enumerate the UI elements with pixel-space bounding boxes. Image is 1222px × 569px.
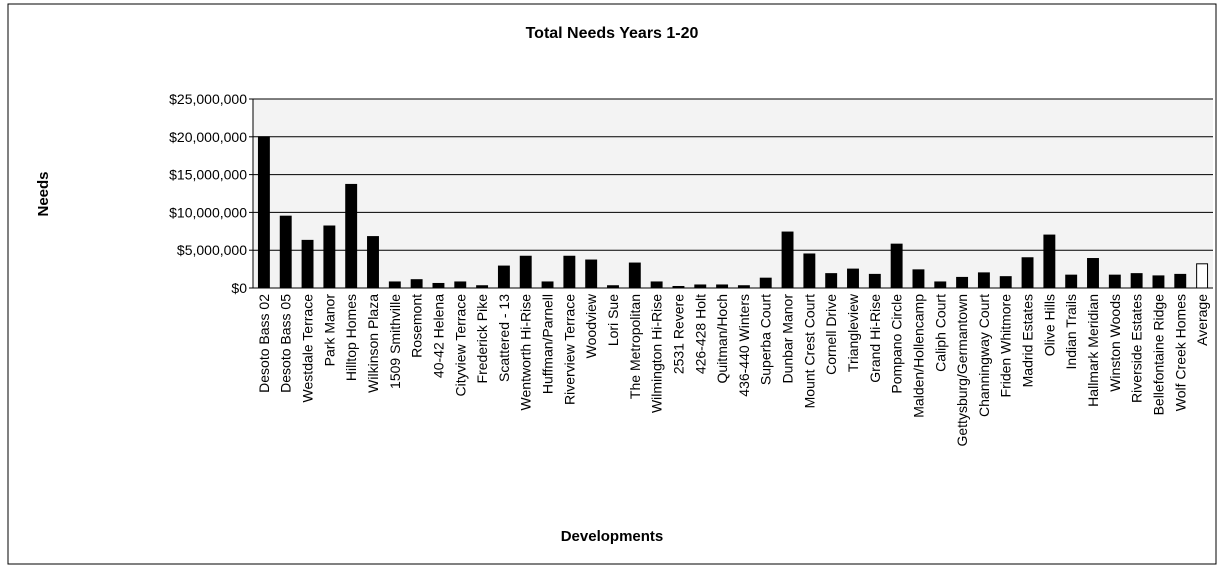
x-tick-label: Desoto Bass 02 xyxy=(256,294,272,393)
bar xyxy=(476,285,489,289)
x-tick-label: Wilmington Hi-Rise xyxy=(649,294,665,413)
x-tick-label: Wolf Creek Homes xyxy=(1172,294,1188,411)
bar xyxy=(410,279,423,289)
x-tick-label: Woodview xyxy=(583,293,599,358)
bar xyxy=(1065,274,1078,289)
bar xyxy=(1108,274,1121,289)
y-tick-label: $15,000,000 xyxy=(169,167,247,183)
x-tick-label: 1509 Smithville xyxy=(387,294,403,389)
y-tick-label: $20,000,000 xyxy=(169,129,247,145)
bar xyxy=(519,255,532,289)
x-tick-label: Bellefontaine Ridge xyxy=(1150,294,1166,416)
y-tick-label: $10,000,000 xyxy=(169,204,247,220)
bar xyxy=(563,255,576,289)
bar xyxy=(388,281,401,289)
bar xyxy=(890,243,903,289)
x-tick-label: Grand Hi-Rise xyxy=(867,294,883,383)
y-tick-label: $5,000,000 xyxy=(177,242,247,258)
bar xyxy=(628,262,641,289)
x-tick-label: Superba Court xyxy=(758,294,774,385)
x-tick-label: Cornell Drive xyxy=(823,294,839,375)
bar xyxy=(1021,257,1034,289)
x-tick-label: Madrid Estates xyxy=(1020,294,1036,387)
bar xyxy=(650,281,663,289)
bar xyxy=(977,272,990,289)
bar xyxy=(847,268,859,289)
bar xyxy=(541,281,554,289)
plot-area xyxy=(253,99,1213,288)
bar xyxy=(956,276,969,289)
bar xyxy=(781,231,794,289)
bar xyxy=(999,276,1012,289)
x-tick-label: Dunbar Manor xyxy=(780,294,796,384)
x-tick-label: Triangleview xyxy=(845,293,861,372)
x-tick-label: Channingway Court xyxy=(976,294,992,417)
x-tick-label: Park Manor xyxy=(321,294,337,367)
bar xyxy=(257,136,270,289)
bar xyxy=(759,277,772,289)
bar xyxy=(716,284,729,289)
bar xyxy=(803,253,816,289)
bar xyxy=(1174,273,1187,289)
x-tick-label: Scattered - 13 xyxy=(496,294,512,382)
bar xyxy=(279,215,292,289)
bar xyxy=(1043,234,1056,289)
x-tick-label: Wentworth Hi-Rise xyxy=(518,294,534,411)
x-tick-label: Olive Hills xyxy=(1041,294,1057,356)
x-tick-label: Caliph Court xyxy=(932,294,948,372)
bar xyxy=(585,259,598,289)
x-tick-label: Riverside Estates xyxy=(1129,294,1145,403)
x-tick-label: Westdale Terrace xyxy=(300,294,316,403)
x-tick-label: 40-42 Helena xyxy=(430,294,446,378)
bar xyxy=(607,285,619,289)
bar xyxy=(737,285,750,289)
bar xyxy=(432,282,445,289)
x-tick-label: Rosemont xyxy=(409,294,425,358)
bar xyxy=(912,269,925,289)
bar xyxy=(694,284,707,289)
y-tick-label: $25,000,000 xyxy=(169,91,247,107)
bar xyxy=(1130,273,1143,289)
x-tick-label: Hallmark Meridian xyxy=(1085,294,1101,407)
bar xyxy=(301,239,314,289)
x-tick-label: Lori Sue xyxy=(605,294,621,346)
x-tick-label: Hilltop Homes xyxy=(343,294,359,381)
y-tick-label: $0 xyxy=(231,280,247,296)
bar xyxy=(497,265,510,289)
x-tick-label: Riverview Terrace xyxy=(561,294,577,405)
bar xyxy=(323,225,336,289)
chart-title: Total Needs Years 1-20 xyxy=(526,25,699,42)
x-tick-label: Desoto Bass 05 xyxy=(278,294,294,393)
x-tick-label: Frederick Pike xyxy=(474,294,490,384)
x-tick-label: Average xyxy=(1194,294,1210,346)
bar xyxy=(345,183,358,289)
bar xyxy=(367,236,379,289)
x-tick-label: Cityview Terrace xyxy=(452,294,468,397)
bar xyxy=(672,285,685,289)
x-tick-label: Winston Woods xyxy=(1107,294,1123,392)
bar xyxy=(1087,258,1099,289)
bar xyxy=(1196,263,1209,289)
bar xyxy=(454,281,467,289)
x-axis-label: Developments xyxy=(561,528,664,545)
x-tick-label: Indian Trails xyxy=(1063,294,1079,369)
x-tick-label: Friden Whitmore xyxy=(998,294,1014,398)
x-tick-label: 436-440 Winters xyxy=(736,294,752,397)
x-tick-label: Wilkinson Plaza xyxy=(365,294,381,393)
x-tick-label: Gettysburg/Germantown xyxy=(954,294,970,447)
bar xyxy=(868,273,881,289)
x-tick-label: 426-428 Holt xyxy=(692,294,708,374)
x-tick-label: Huffman/Parnell xyxy=(540,294,556,394)
x-tick-label: 2531 Revere xyxy=(670,294,686,374)
x-tick-label: Quitman/Hoch xyxy=(714,294,730,383)
y-axis-label: Needs xyxy=(35,171,52,216)
bar xyxy=(825,273,838,289)
x-tick-label: Mount Crest Court xyxy=(801,294,817,408)
bar xyxy=(934,281,947,289)
bar xyxy=(1152,275,1165,289)
x-tick-label: The Metropolitan xyxy=(627,294,643,399)
x-tick-label: Malden/Hollencamp xyxy=(910,294,926,418)
x-tick-label: Pompano Circle xyxy=(889,294,905,394)
